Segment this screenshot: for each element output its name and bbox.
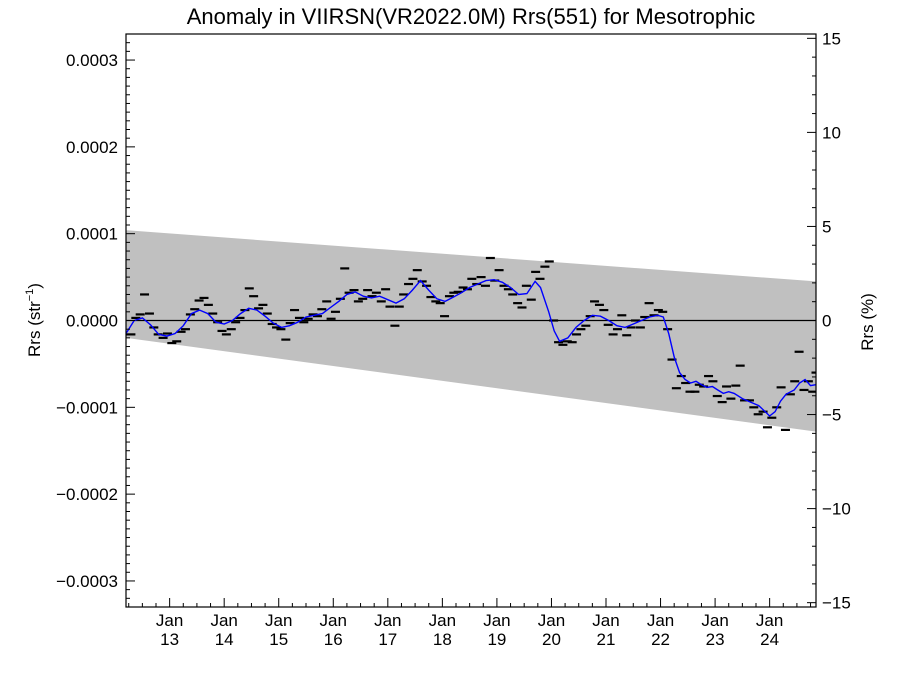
x-tick-year-label: 22 [651, 630, 670, 649]
y-left-tick-label: −0.0003 [56, 572, 118, 591]
x-tick-year-label: 18 [433, 630, 452, 649]
uncertainty-band [126, 230, 816, 432]
y-left-tick-label: 0.0000 [66, 312, 118, 331]
x-tick-month-label: Jan [156, 611, 183, 630]
y-right-tick-label: −10 [822, 500, 851, 519]
x-tick-year-label: 13 [160, 630, 179, 649]
y-left-tick-label: 0.0001 [66, 225, 118, 244]
y-right-tick-label: −5 [822, 406, 841, 425]
x-tick-month-label: Jan [374, 611, 401, 630]
y-left-tick-label: 0.0003 [66, 51, 118, 70]
y-axis-left-title: Rrs (str−1) [24, 283, 44, 357]
x-tick-month-label: Jan [210, 611, 237, 630]
x-tick-month-label: Jan [265, 611, 292, 630]
x-tick-year-label: 16 [324, 630, 343, 649]
x-tick-month-label: Jan [592, 611, 619, 630]
x-tick-year-label: 20 [542, 630, 561, 649]
x-tick-month-label: Jan [701, 611, 728, 630]
x-tick-year-label: 14 [215, 630, 234, 649]
y-left-tick-label: −0.0001 [56, 398, 118, 417]
y-axis-right-title: Rrs (%) [858, 293, 877, 351]
y-axis-left-superscript: −1 [24, 289, 36, 302]
x-tick-year-label: 24 [760, 630, 779, 649]
y-right-tick-label: 5 [822, 217, 831, 236]
x-tick-month-label: Jan [756, 611, 783, 630]
y-left-tick-label: 0.0002 [66, 138, 118, 157]
x-tick-year-label: 17 [378, 630, 397, 649]
y-axis-left-close: ) [25, 283, 44, 289]
y-right-tick-label: 10 [822, 123, 841, 142]
x-tick-year-label: 15 [269, 630, 288, 649]
y-axis-left-label: Rrs (str−1) [24, 283, 44, 357]
y-right-tick-label: 15 [822, 29, 841, 48]
x-tick-month-label: Jan [320, 611, 347, 630]
y-right-tick-label: 0 [822, 312, 831, 331]
x-tick-month-label: Jan [647, 611, 674, 630]
smoothed-anomaly-line [126, 278, 816, 417]
y-axis-left-text: Rrs (str [25, 301, 44, 357]
x-tick-year-label: 21 [597, 630, 616, 649]
x-tick-month-label: Jan [538, 611, 565, 630]
y-right-tick-label: −15 [822, 594, 851, 613]
plot-area: 0.0003 0.0002 0.0001 0.0000 −0.0001 −0.0002 −0… [56, 29, 851, 649]
x-tick-year-label: 23 [706, 630, 725, 649]
y-left-tick-label: −0.0002 [56, 485, 118, 504]
chart-title: Anomaly in VIIRSN(VR2022.0M) Rrs(551) fo… [187, 4, 756, 29]
x-tick-month-label: Jan [483, 611, 510, 630]
x-tick-month-label: Jan [429, 611, 456, 630]
x-tick-year-label: 19 [487, 630, 506, 649]
